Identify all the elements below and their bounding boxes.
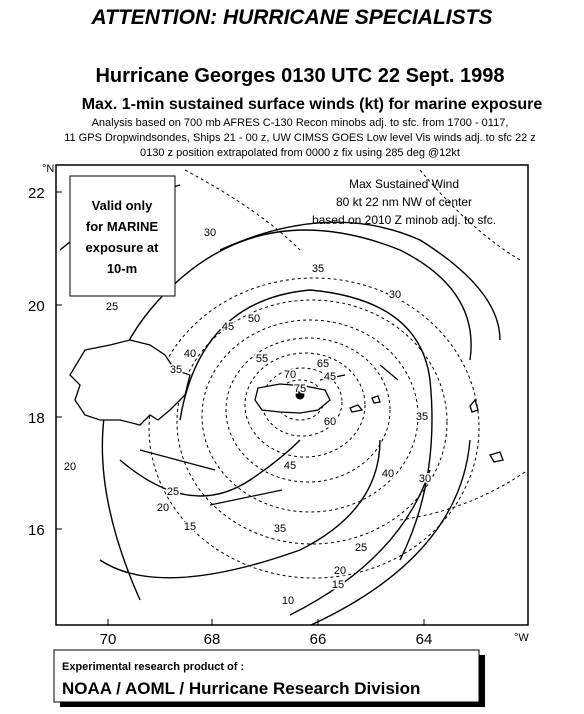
contour-label: 25 bbox=[106, 301, 118, 313]
contour-label: 40 bbox=[184, 348, 196, 360]
contour-label: 45 bbox=[324, 371, 336, 383]
footer-box bbox=[53, 649, 480, 703]
contour-label: 35 bbox=[170, 364, 182, 376]
lon-label: 70 bbox=[100, 631, 117, 648]
analysis-line: 11 GPS Dropwindsondes, Ships 21 - 00 z, … bbox=[64, 132, 536, 144]
contour-label: 75 bbox=[294, 383, 306, 395]
map: °N °W Valid only for MARINE exposure at … bbox=[42, 163, 529, 644]
valid-note: for MARINE bbox=[86, 219, 159, 234]
contour-label: 30 bbox=[419, 473, 431, 485]
lon-label: 64 bbox=[416, 631, 433, 648]
contour-label: 25 bbox=[355, 542, 367, 554]
map-frame bbox=[55, 164, 529, 626]
analysis-line: 0130 z position extrapolated from 0000 z… bbox=[140, 147, 460, 159]
contour-label: 25 bbox=[167, 486, 179, 498]
lat-label: 20 bbox=[28, 298, 45, 315]
contour-label: 20 bbox=[334, 565, 346, 577]
contour-label: 15 bbox=[184, 521, 196, 533]
max-wind: Max Sustained Wind bbox=[349, 177, 459, 191]
solid-isotachs bbox=[59, 184, 501, 625]
contour-label: 20 bbox=[64, 461, 76, 473]
max-wind: based on 2010 Z minob adj. to sfc. bbox=[312, 213, 496, 227]
contour-label: 40 bbox=[382, 468, 394, 480]
wind-arrows bbox=[139, 364, 399, 506]
lat-label: 22 bbox=[28, 185, 45, 202]
contour-label: 50 bbox=[248, 313, 260, 325]
lon-label: 66 bbox=[310, 631, 327, 648]
contour-label: 55 bbox=[256, 353, 268, 365]
contour-label: 10 bbox=[282, 595, 294, 607]
contour-label: 35 bbox=[274, 523, 286, 535]
valid-note: Valid only bbox=[92, 198, 153, 213]
contour-label: 65 bbox=[317, 358, 329, 370]
valid-note: 10-m bbox=[107, 261, 137, 276]
attention: ATTENTION: HURRICANE SPECIALISTS bbox=[91, 6, 493, 29]
contour-label: 15 bbox=[332, 579, 344, 591]
contour-label: 60 bbox=[324, 416, 336, 428]
title: Hurricane Georges 0130 UTC 22 Sept. 1998 bbox=[95, 65, 504, 87]
lon-unit: °W bbox=[514, 632, 529, 644]
analysis-line: Analysis based on 700 mb AFRES C-130 Rec… bbox=[92, 117, 509, 129]
contour-label: 35 bbox=[312, 263, 324, 275]
contour-label: 30 bbox=[204, 227, 216, 239]
contour-label: 30 bbox=[389, 289, 401, 301]
contour-label: 20 bbox=[157, 502, 169, 514]
valid-note: exposure at bbox=[86, 240, 160, 255]
contour-label: 35 bbox=[416, 411, 428, 423]
dashed-isotachs bbox=[148, 169, 528, 579]
contour-label: 70 bbox=[284, 369, 296, 381]
contour-label: 45 bbox=[222, 321, 234, 333]
lat-label: 18 bbox=[28, 410, 45, 427]
center-marker bbox=[295, 390, 305, 400]
contour-label: 45 bbox=[284, 460, 296, 472]
lat-label: 16 bbox=[28, 522, 45, 539]
lon-label: 68 bbox=[204, 631, 221, 648]
footer-line: NOAA / AOML / Hurricane Research Divisio… bbox=[62, 679, 420, 698]
valid-note-box bbox=[69, 175, 176, 297]
land bbox=[69, 339, 504, 463]
max-wind: 80 kt 22 nm NW of center bbox=[336, 195, 472, 209]
lat-unit: °N bbox=[42, 163, 54, 175]
footer-line: Experimental research product of : bbox=[62, 661, 244, 673]
subtitle: Max. 1-min sustained surface winds (kt) … bbox=[82, 96, 543, 113]
